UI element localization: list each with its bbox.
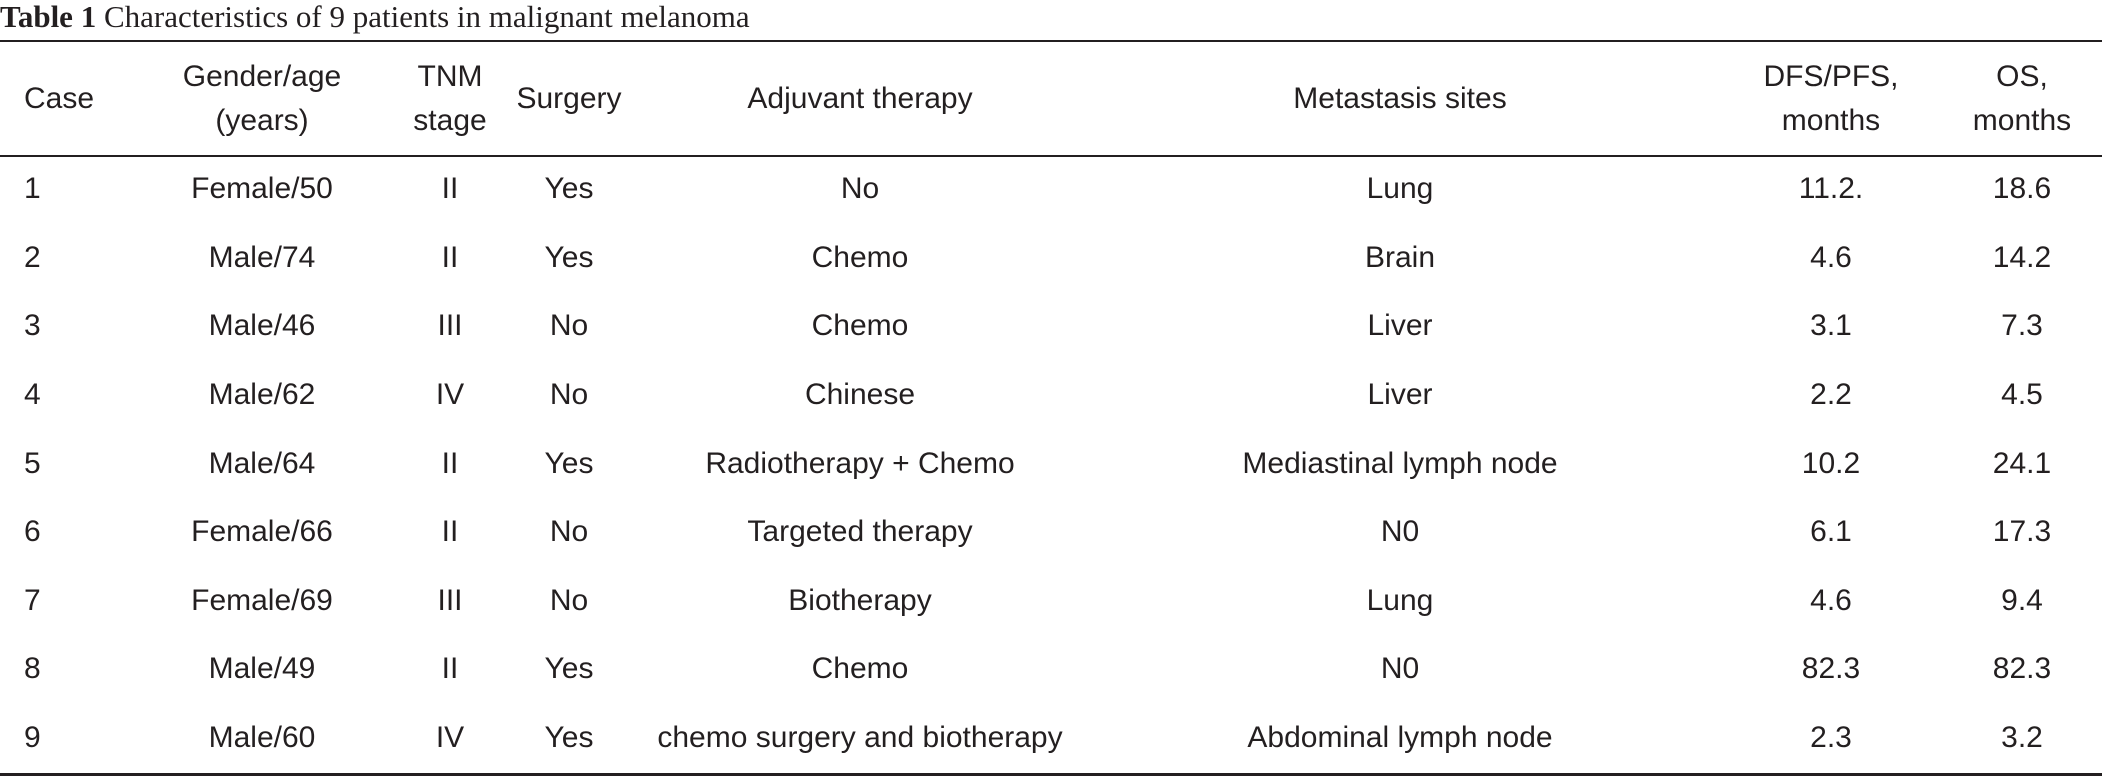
cell-tnm-stage: II: [441, 515, 459, 549]
table-row: 1 Female/50 II Yes No Lung 11.2. 18.6: [0, 155, 2102, 224]
cell-metastasis-sites: Lung: [1366, 583, 1434, 617]
cell-case: 6: [24, 515, 41, 549]
patient-characteristics-table: Case Gender/age (years) TNM stage Surgery …: [0, 42, 2102, 772]
cell-surgery: No: [549, 515, 589, 549]
cell-tnm-stage: II: [441, 172, 459, 206]
cell-metastasis-sites: N0: [1380, 515, 1420, 549]
table-row: 8 Male/49 II Yes Chemo N0 82.3 82.3: [0, 635, 2102, 704]
cell-tnm-stage: III: [437, 309, 463, 343]
cell-metastasis-sites: Mediastinal lymph node: [1242, 446, 1558, 480]
cell-adjuvant-therapy: Chemo: [811, 309, 909, 343]
cell-surgery: No: [549, 583, 589, 617]
cell-surgery: Yes: [544, 172, 594, 206]
column-header-os: OS, months: [1972, 59, 2072, 137]
cell-os: 17.3: [1992, 515, 2052, 549]
cell-dfs-pfs: 4.6: [1810, 240, 1852, 274]
table-caption: Table 1 Characteristics of 9 patients in…: [0, 0, 750, 38]
cell-tnm-stage: IV: [435, 721, 465, 755]
cell-gender-age: Male/60: [208, 721, 316, 755]
cell-metastasis-sites: Lung: [1366, 172, 1434, 206]
cell-surgery: Yes: [544, 446, 594, 480]
cell-surgery: Yes: [544, 721, 594, 755]
column-header-metastasis-sites: Metastasis sites: [1293, 81, 1507, 115]
table-caption-label: Table 1: [0, 0, 97, 34]
cell-dfs-pfs: 2.2: [1810, 378, 1852, 412]
cell-tnm-stage: IV: [435, 378, 465, 412]
cell-surgery: No: [549, 378, 589, 412]
cell-case: 2: [24, 240, 41, 274]
cell-surgery: No: [549, 309, 589, 343]
header-row: Case Gender/age (years) TNM stage Surgery …: [0, 42, 2102, 155]
cell-adjuvant-therapy: Radiotherapy + Chemo: [705, 446, 1015, 480]
table-row: 3 Male/46 III No Chemo Liver 3.1 7.3: [0, 292, 2102, 361]
cell-dfs-pfs: 82.3: [1801, 652, 1861, 686]
cell-adjuvant-therapy: chemo surgery and biotherapy: [657, 721, 1063, 755]
cell-gender-age: Male/74: [208, 240, 316, 274]
table-body: 1 Female/50 II Yes No Lung 11.2. 18.6 2 …: [0, 155, 2102, 772]
table-header: Case Gender/age (years) TNM stage Surgery …: [0, 42, 2102, 155]
cell-tnm-stage: II: [441, 240, 459, 274]
cell-gender-age: Male/62: [208, 378, 316, 412]
cell-case: 9: [24, 721, 41, 755]
cell-dfs-pfs: 2.3: [1810, 721, 1852, 755]
cell-surgery: Yes: [544, 240, 594, 274]
cell-os: 18.6: [1992, 172, 2052, 206]
cell-surgery: Yes: [544, 652, 594, 686]
cell-dfs-pfs: 6.1: [1810, 515, 1852, 549]
cell-adjuvant-therapy: Targeted therapy: [747, 515, 973, 549]
cell-case: 3: [24, 309, 41, 343]
column-header-dfs-pfs: DFS/PFS, months: [1763, 59, 1899, 137]
cell-os: 14.2: [1992, 240, 2052, 274]
cell-gender-age: Female/69: [191, 583, 333, 617]
cell-adjuvant-therapy: Biotherapy: [788, 583, 932, 617]
cell-metastasis-sites: Liver: [1367, 309, 1433, 343]
table-bottom-rule: [0, 773, 2102, 776]
cell-dfs-pfs: 10.2: [1801, 446, 1861, 480]
column-header-gender-age: Gender/age (years): [182, 59, 342, 137]
column-header-surgery: Surgery: [516, 81, 622, 115]
table-row: 2 Male/74 II Yes Chemo Brain 4.6 14.2: [0, 224, 2102, 293]
cell-adjuvant-therapy: Chemo: [811, 240, 909, 274]
cell-case: 7: [24, 583, 41, 617]
table-row: 5 Male/64 II Yes Radiotherapy + Chemo Me…: [0, 429, 2102, 498]
table-row: 4 Male/62 IV No Chinese Liver 2.2 4.5: [0, 361, 2102, 430]
cell-tnm-stage: II: [441, 446, 459, 480]
cell-os: 3.2: [2001, 721, 2043, 755]
cell-adjuvant-therapy: Chemo: [811, 652, 909, 686]
cell-metastasis-sites: N0: [1380, 652, 1420, 686]
cell-dfs-pfs: 11.2.: [1798, 172, 1864, 206]
table-caption-text: Characteristics of 9 patients in maligna…: [103, 0, 750, 34]
column-header-adjuvant-therapy: Adjuvant therapy: [747, 81, 973, 115]
cell-gender-age: Female/66: [191, 515, 333, 549]
cell-metastasis-sites: Brain: [1364, 240, 1436, 274]
cell-case: 8: [24, 652, 41, 686]
cell-os: 24.1: [1992, 446, 2052, 480]
cell-dfs-pfs: 3.1: [1810, 309, 1852, 343]
cell-dfs-pfs: 4.6: [1810, 583, 1852, 617]
cell-os: 82.3: [1992, 652, 2052, 686]
cell-adjuvant-therapy: Chinese: [804, 378, 916, 412]
table-row: 6 Female/66 II No Targeted therapy N0 6.…: [0, 498, 2102, 567]
cell-adjuvant-therapy: No: [840, 172, 880, 206]
cell-metastasis-sites: Abdominal lymph node: [1247, 721, 1553, 755]
cell-os: 9.4: [2001, 583, 2043, 617]
cell-case: 1: [24, 172, 41, 206]
cell-gender-age: Female/50: [191, 172, 333, 206]
table-row: 9 Male/60 IV Yes chemo surgery and bioth…: [0, 704, 2102, 773]
cell-tnm-stage: III: [437, 583, 463, 617]
cell-metastasis-sites: Liver: [1367, 378, 1433, 412]
table-top-rule: [0, 40, 2102, 42]
cell-gender-age: Male/64: [208, 446, 316, 480]
column-header-case: Case: [24, 81, 95, 115]
cell-gender-age: Male/49: [208, 652, 316, 686]
column-header-tnm-stage: TNM stage: [413, 59, 487, 137]
cell-os: 7.3: [2001, 309, 2043, 343]
cell-case: 5: [24, 446, 41, 480]
cell-gender-age: Male/46: [208, 309, 316, 343]
cell-tnm-stage: II: [441, 652, 459, 686]
cell-os: 4.5: [2001, 378, 2043, 412]
cell-case: 4: [24, 378, 41, 412]
table-header-rule: [0, 155, 2102, 157]
table-row: 7 Female/69 III No Biotherapy Lung 4.6 9…: [0, 567, 2102, 636]
